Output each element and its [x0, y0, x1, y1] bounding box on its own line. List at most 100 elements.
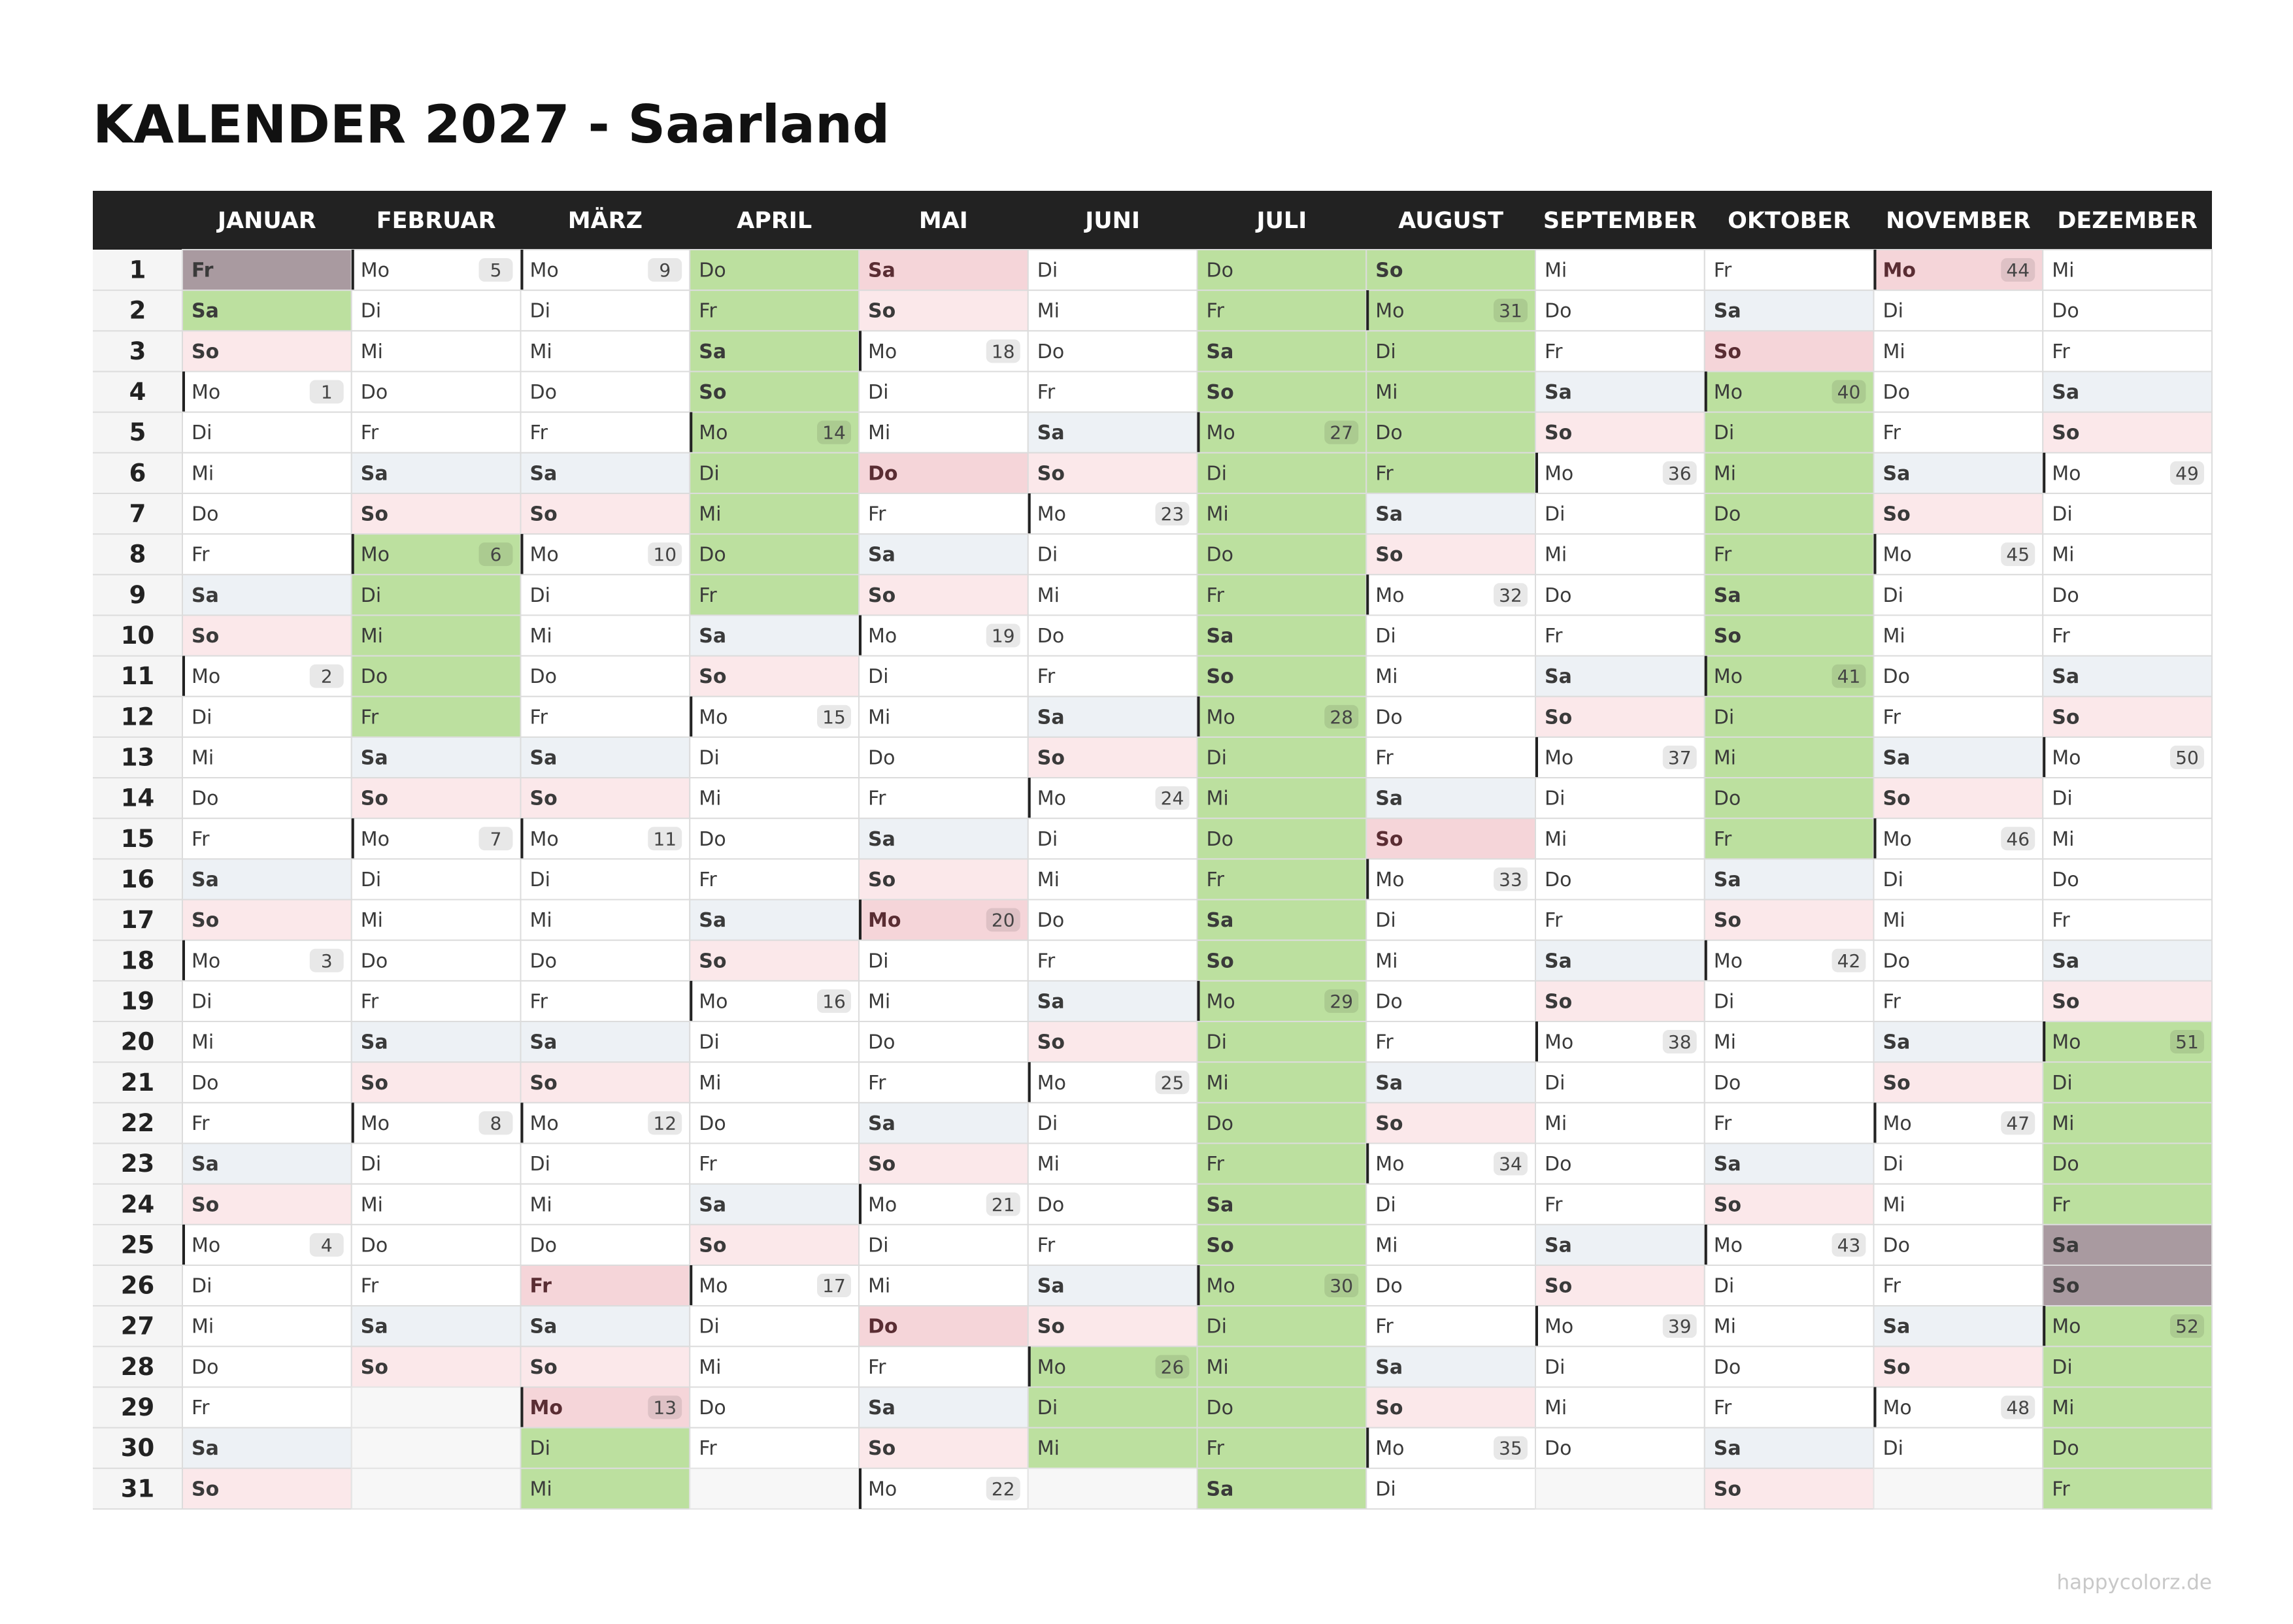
- day-number: 24: [121, 1190, 155, 1218]
- weekday: Sa: [699, 909, 726, 932]
- day-cell: [689, 371, 860, 413]
- day-number: 26: [121, 1272, 155, 1300]
- weekday: Fr: [868, 1356, 886, 1379]
- day-cell: [182, 614, 352, 657]
- weekday: Fr: [1714, 259, 1732, 282]
- weekday: Di: [699, 1031, 719, 1054]
- day-cell: [1535, 858, 1705, 901]
- day-cell: [1196, 492, 1367, 535]
- week-badge: [2001, 1395, 2035, 1419]
- day-cell: [858, 818, 1029, 860]
- weekday: Sa: [530, 462, 558, 485]
- day-cell: [350, 249, 522, 291]
- day-cell: [1873, 777, 2044, 820]
- weekday: Di: [1037, 544, 1058, 567]
- week-number: 22: [992, 1478, 1015, 1500]
- day-cell: [520, 818, 691, 860]
- day-cell: [2042, 818, 2213, 860]
- weekday: Do: [1883, 1234, 1910, 1257]
- day-cell: [858, 452, 1029, 494]
- weekday: Di: [1714, 990, 1734, 1013]
- day-cell: [350, 655, 522, 697]
- week-badge: [648, 258, 682, 282]
- weekday: Sa: [530, 1316, 558, 1338]
- weekday: Mo: [1037, 1356, 1066, 1379]
- weekday: Fr: [1883, 1275, 1901, 1298]
- day-cell: [2042, 980, 2213, 1023]
- day-cell: [520, 1142, 691, 1185]
- week-badge: [1155, 1355, 1190, 1379]
- day-cell: [858, 330, 1029, 373]
- day-cell: [1873, 1102, 2044, 1144]
- day-cell: [1873, 330, 2044, 373]
- day-cell: [1365, 695, 1536, 738]
- day-cell: [689, 1346, 860, 1388]
- week-badge: [1832, 1233, 1866, 1257]
- month-name: JUNI: [1084, 208, 1140, 234]
- day-cell: [1873, 1265, 2044, 1307]
- day-cell: [1535, 614, 1705, 657]
- weekday: So: [699, 950, 726, 972]
- weekday: Di: [192, 990, 212, 1013]
- weekday: So: [1714, 340, 1741, 363]
- day-cell: [1703, 492, 1875, 535]
- weekday: Fr: [1375, 462, 1394, 485]
- day-cell: [182, 1305, 352, 1348]
- day-cell: [2042, 1142, 2213, 1185]
- day-cell: [2042, 1467, 2213, 1510]
- week-badge: [2170, 1314, 2204, 1338]
- weekday: Do: [1037, 909, 1064, 932]
- weekday: Sa: [361, 1031, 388, 1054]
- day-cell: [1873, 858, 2044, 901]
- day-cell: [858, 1021, 1029, 1063]
- weekday: Sa: [1545, 1234, 1572, 1257]
- day-cell: [1703, 1102, 1875, 1144]
- weekday: Do: [1375, 990, 1402, 1013]
- day-number: 12: [121, 703, 155, 731]
- weekday: Do: [1883, 950, 1910, 972]
- weekday: So: [1545, 422, 1572, 444]
- weekday: Mo: [1037, 787, 1066, 810]
- weekday: Mo: [1375, 869, 1404, 891]
- day-cell: [1535, 1305, 1705, 1348]
- week-badge: [986, 339, 1020, 363]
- weekday: Mi: [868, 1275, 890, 1298]
- day-number: 16: [121, 865, 155, 893]
- weekday: Di: [1375, 340, 1396, 363]
- day-cell: [182, 249, 352, 291]
- day-cell: [1873, 939, 2044, 982]
- weekday: Fr: [868, 1072, 886, 1095]
- weekday: Mo: [699, 990, 728, 1013]
- day-cell: [1196, 1142, 1367, 1185]
- weekday: So: [699, 665, 726, 688]
- weekday: Fr: [1375, 1316, 1394, 1338]
- weekday: Sa: [2052, 950, 2079, 972]
- day-cell: [2042, 1061, 2213, 1104]
- day-cell: [520, 290, 691, 332]
- week-number: 37: [1668, 747, 1692, 769]
- weekday: Sa: [2052, 665, 2079, 688]
- day-cell: [1196, 452, 1367, 494]
- day-cell: [1196, 1061, 1367, 1104]
- weekday: Fr: [868, 503, 886, 526]
- day-cell: [520, 249, 691, 291]
- weekday: So: [1375, 828, 1403, 851]
- day-cell: [182, 655, 352, 697]
- weekday: Do: [530, 950, 557, 972]
- week-number: 29: [1330, 991, 1353, 1012]
- weekday: Mo: [1207, 990, 1235, 1013]
- day-cell: [1365, 249, 1536, 291]
- weekday: So: [1207, 950, 1234, 972]
- weekday: Do: [1545, 869, 1571, 891]
- week-number: 36: [1668, 463, 1692, 484]
- weekday: So: [1207, 1234, 1234, 1257]
- weekday: Do: [361, 1234, 388, 1257]
- weekday: Fr: [192, 544, 210, 567]
- weekday: Sa: [1207, 340, 1234, 363]
- weekday: Sa: [192, 1437, 219, 1460]
- weekday: Di: [530, 1437, 550, 1460]
- weekday: Sa: [361, 1316, 388, 1338]
- day-cell: [689, 777, 860, 820]
- weekday: Do: [2052, 584, 2079, 607]
